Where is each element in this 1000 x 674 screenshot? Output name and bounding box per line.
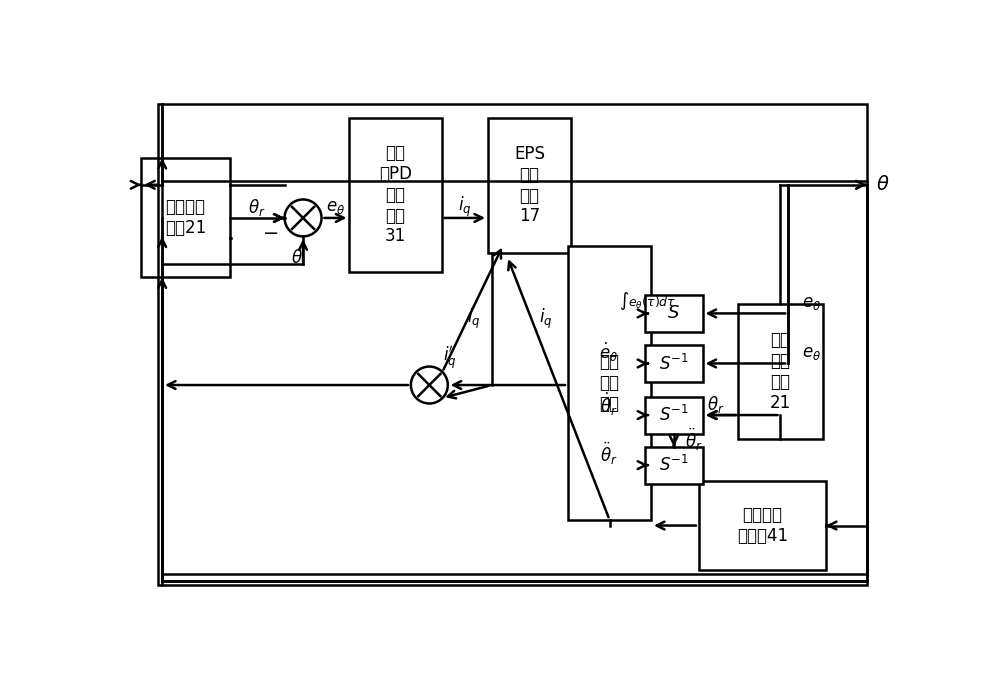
Text: EPS
电机
系统
17: EPS 电机 系统 17 bbox=[514, 145, 545, 225]
Text: $\ddot{\theta}_r$: $\ddot{\theta}_r$ bbox=[685, 427, 703, 453]
Text: $e_\theta$: $e_\theta$ bbox=[802, 294, 821, 311]
Text: $\theta$: $\theta$ bbox=[291, 249, 303, 267]
Text: $i_q$: $i_q$ bbox=[539, 307, 553, 331]
Text: $-$: $-$ bbox=[262, 222, 278, 241]
Text: $e_\theta$: $e_\theta$ bbox=[326, 198, 345, 216]
Text: 角位置检
测模块41: 角位置检 测模块41 bbox=[737, 506, 788, 545]
Bar bbox=[141, 158, 230, 277]
Text: $S^{-1}$: $S^{-1}$ bbox=[659, 353, 689, 373]
Text: $\theta$: $\theta$ bbox=[876, 175, 890, 194]
Bar bbox=[349, 118, 442, 272]
Text: $\theta_r$: $\theta_r$ bbox=[707, 394, 724, 415]
Text: $\ddot{\theta}_r$: $\ddot{\theta}_r$ bbox=[600, 441, 618, 467]
Text: $S^{-1}$: $S^{-1}$ bbox=[659, 455, 689, 475]
Text: $i_q$: $i_q$ bbox=[458, 195, 472, 219]
Bar bbox=[645, 447, 703, 483]
Bar bbox=[738, 304, 823, 439]
Bar bbox=[568, 247, 651, 520]
Text: $\dot{e}_\theta$: $\dot{e}_\theta$ bbox=[599, 341, 618, 364]
Text: $i_q'$: $i_q'$ bbox=[443, 344, 457, 371]
Bar bbox=[488, 118, 571, 253]
Text: $i_q$: $i_q$ bbox=[467, 307, 480, 331]
Text: $e_\theta$: $e_\theta$ bbox=[802, 344, 821, 362]
Text: 神经
网络
权值: 神经 网络 权值 bbox=[600, 353, 620, 413]
Text: 角度
给定
模块
21: 角度 给定 模块 21 bbox=[770, 332, 791, 412]
Text: $\dot{\theta}_r$: $\dot{\theta}_r$ bbox=[600, 391, 618, 418]
Text: $S^{-1}$: $S^{-1}$ bbox=[659, 405, 689, 425]
Text: $\theta_r$: $\theta_r$ bbox=[248, 197, 266, 218]
Circle shape bbox=[411, 367, 448, 404]
Text: 积分
型PD
控制
模块
31: 积分 型PD 控制 模块 31 bbox=[379, 144, 412, 245]
Text: $\int e_\theta(\tau)d\tau$: $\int e_\theta(\tau)d\tau$ bbox=[619, 290, 677, 312]
Text: $S$: $S$ bbox=[667, 305, 680, 322]
Bar bbox=[645, 295, 703, 332]
Text: 角度给定
模块21: 角度给定 模块21 bbox=[165, 198, 206, 237]
Bar bbox=[645, 396, 703, 433]
Bar bbox=[699, 481, 826, 570]
Bar bbox=[645, 345, 703, 382]
Circle shape bbox=[285, 200, 322, 237]
